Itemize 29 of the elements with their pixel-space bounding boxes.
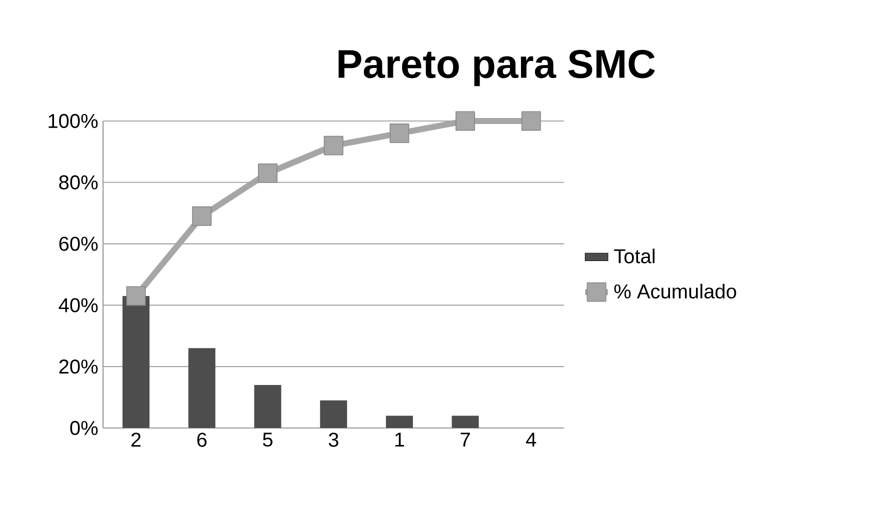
x-tick-label: 2: [131, 432, 141, 447]
bar: [320, 400, 348, 428]
chart-title: Pareto para SMC: [338, 50, 655, 86]
bar: [254, 385, 282, 428]
x-tick-label: 6: [197, 432, 207, 447]
y-tick-label: 80%: [59, 175, 98, 190]
bar: [386, 416, 413, 428]
bar: [122, 296, 150, 428]
x-tick-label: 7: [460, 432, 470, 446]
y-tick-label: 100%: [48, 114, 98, 128]
bar: [452, 416, 479, 428]
point: [126, 286, 146, 306]
y-tick-label: 60%: [59, 236, 98, 251]
legend-label: Total: [614, 248, 655, 264]
x-tick-label: 1: [395, 432, 404, 446]
bar: [188, 348, 216, 428]
point: [192, 206, 212, 226]
legend-label: % Acumulado: [614, 284, 736, 298]
point: [456, 111, 476, 131]
x-tick-label: 3: [328, 432, 338, 447]
point: [324, 136, 344, 156]
y-tick-label: 40%: [58, 298, 98, 312]
x-tick-label: 4: [526, 432, 536, 446]
point: [258, 163, 278, 183]
point: [521, 111, 541, 131]
x-tick-label: 5: [262, 432, 272, 447]
point: [390, 124, 410, 143]
y-tick-label: 20%: [59, 360, 98, 374]
y-tick-label: 0%: [70, 420, 98, 436]
